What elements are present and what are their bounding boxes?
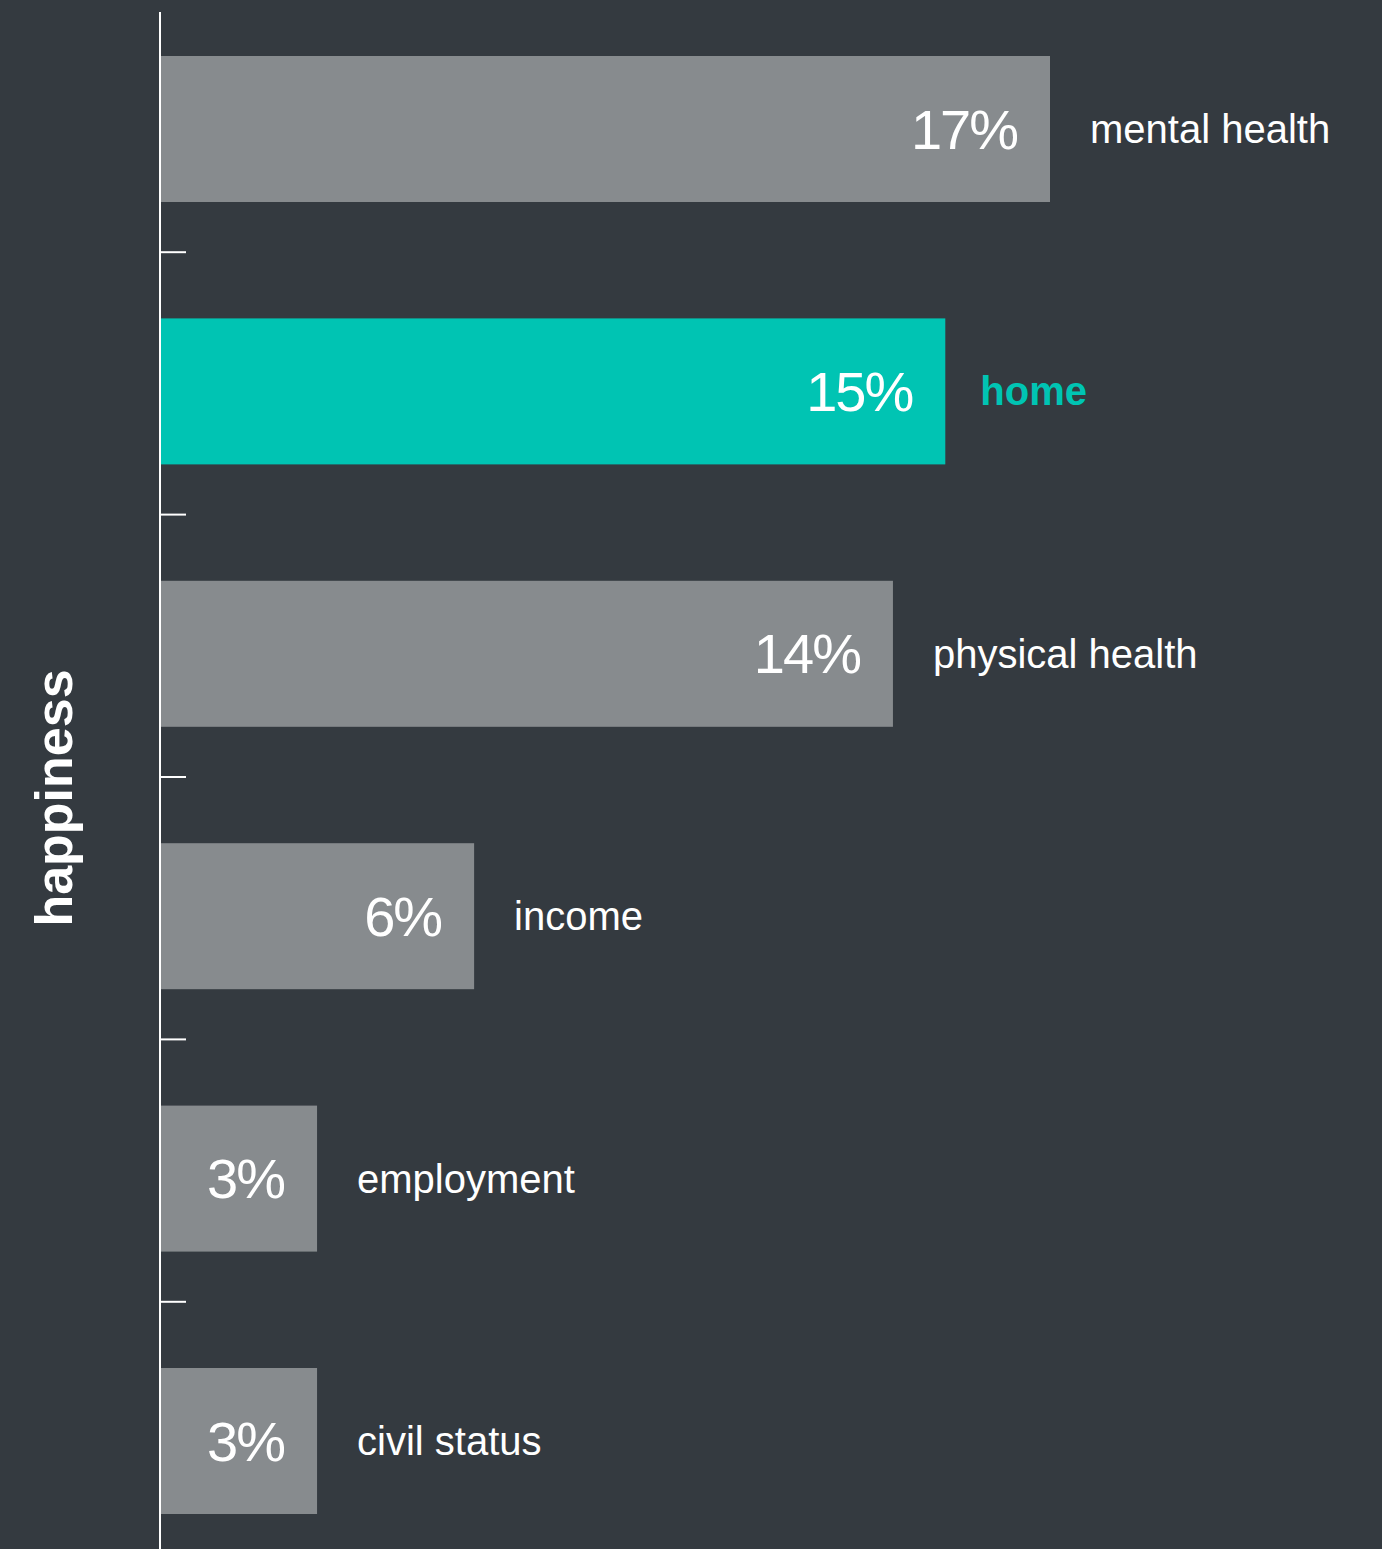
bar: [160, 56, 1050, 202]
bar: [160, 1106, 317, 1252]
separator: [160, 514, 186, 516]
category-label: employment: [357, 1157, 575, 1201]
labels: 17% mental health 15% home 14% physical healt…: [207, 98, 1330, 1473]
category-label: civil status: [357, 1419, 542, 1463]
bar: [160, 1368, 317, 1514]
category-label: income: [514, 894, 643, 938]
data-label: 3%: [207, 1410, 284, 1473]
separator: [160, 1038, 186, 1040]
data-label: 6%: [364, 885, 441, 948]
axis-line: [159, 12, 161, 1549]
category-label: home: [980, 369, 1087, 413]
chart: 17% mental health 15% home 14% physical healt…: [0, 0, 1382, 1549]
category-label: mental health: [1090, 107, 1330, 151]
data-label: 3%: [207, 1147, 284, 1210]
axis-title: happiness: [25, 669, 83, 926]
separator: [160, 776, 186, 778]
category-label: physical health: [933, 632, 1198, 676]
data-label: 17%: [911, 98, 1017, 161]
bar: [160, 581, 893, 727]
separator: [160, 251, 186, 253]
bar: [160, 843, 474, 989]
bars: [160, 56, 1050, 1514]
data-label: 15%: [806, 360, 912, 423]
bar: [160, 318, 945, 464]
separator: [160, 1301, 186, 1303]
data-label: 14%: [754, 622, 860, 685]
background: [0, 0, 1382, 1549]
